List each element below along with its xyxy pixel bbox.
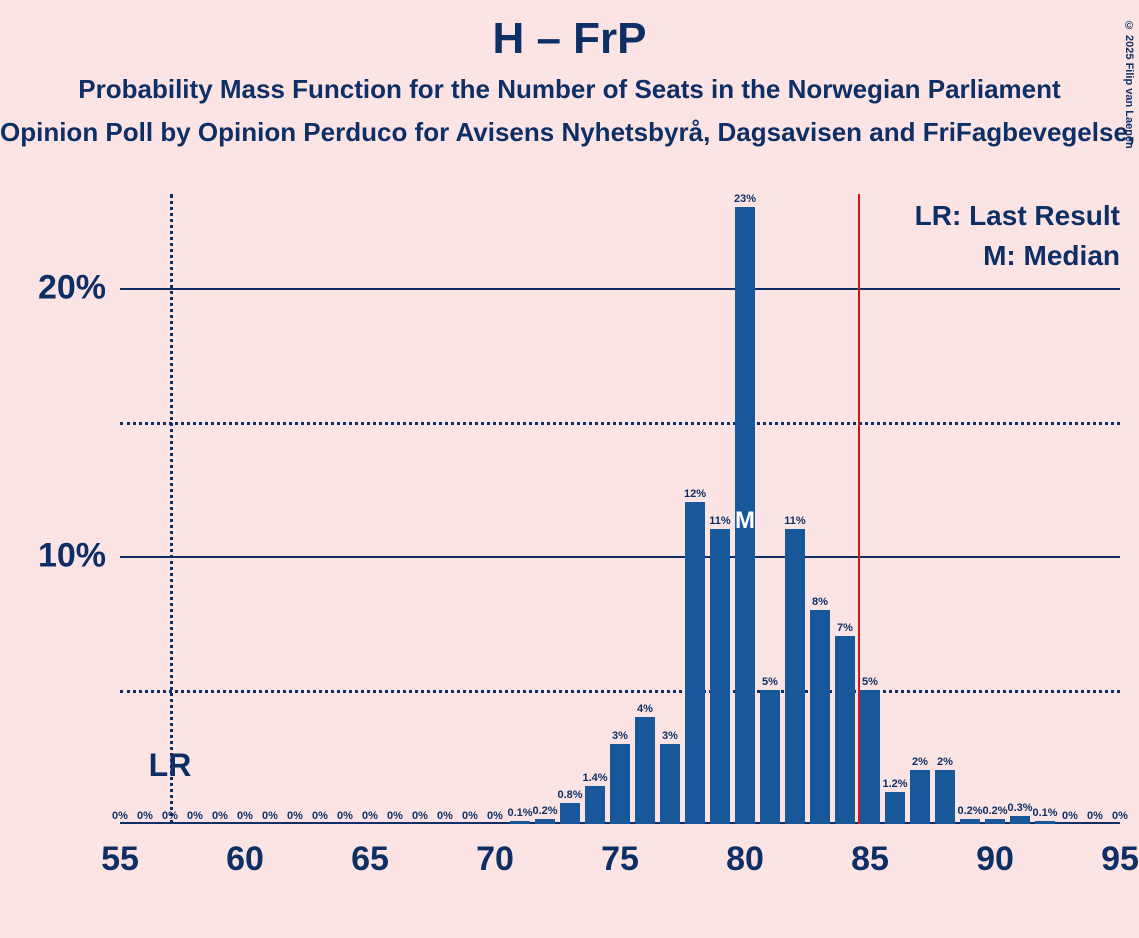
bar-value-label: 0% <box>187 810 203 824</box>
bar-value-label: 11% <box>784 515 805 529</box>
bar: 2% <box>910 770 930 824</box>
gridline <box>120 556 1120 558</box>
last-result-label: LR <box>149 747 192 784</box>
bar-value-label: 0.1% <box>1032 807 1057 821</box>
y-axis-tick: 20% <box>38 268 120 307</box>
bar-value-label: 5% <box>862 676 878 690</box>
bar-value-label: 0.1% <box>507 807 532 821</box>
bar: 5% <box>760 690 780 824</box>
bar-value-label: 0% <box>487 810 503 824</box>
bar-value-label: 0% <box>412 810 428 824</box>
bar-value-label: 0.2% <box>532 805 557 819</box>
bar-value-label: 7% <box>837 622 853 636</box>
bar-value-label: 0% <box>437 810 453 824</box>
bar-value-label: 3% <box>612 730 628 744</box>
bar: 7% <box>835 636 855 824</box>
chart-plot-area: 10%20%0%0%0%0%0%0%0%0%0%0%0%0%0%0%0%0%0.… <box>120 194 1120 824</box>
bar-value-label: 8% <box>812 596 828 610</box>
bar-value-label: 0% <box>337 810 353 824</box>
bar-value-label: 0.3% <box>1007 802 1032 816</box>
bar-value-label: 0% <box>312 810 328 824</box>
bar-value-label: 0% <box>462 810 478 824</box>
bar: 1.4% <box>585 786 605 824</box>
bar-value-label: 0% <box>137 810 153 824</box>
median-line <box>858 194 860 824</box>
bar-value-label: 0% <box>112 810 128 824</box>
bar: 3% <box>660 744 680 824</box>
copyright-text: © 2025 Filip van Laenen <box>1123 20 1135 149</box>
bar: 8% <box>810 610 830 824</box>
bar-value-label: 1.4% <box>582 772 607 786</box>
gridline <box>120 690 1120 693</box>
bar-value-label: 0% <box>287 810 303 824</box>
y-axis-tick: 10% <box>38 536 120 575</box>
bar-value-label: 23% <box>734 193 756 207</box>
x-axis-tick: 90 <box>976 824 1014 879</box>
bar-value-label: 0% <box>1062 810 1078 824</box>
chart-title: H – FrP <box>0 14 1139 64</box>
legend-m: M: Median <box>915 240 1120 272</box>
x-axis-tick: 60 <box>226 824 264 879</box>
x-axis-tick: 75 <box>601 824 639 879</box>
bar: 12% <box>685 502 705 824</box>
bar-value-label: 11% <box>709 515 730 529</box>
legend: LR: Last Result M: Median <box>915 200 1120 280</box>
bar: 0.2% <box>535 819 555 824</box>
legend-lr: LR: Last Result <box>915 200 1120 232</box>
bar-value-label: 2% <box>937 756 953 770</box>
bar-value-label: 0.8% <box>557 789 582 803</box>
bar-value-label: 0% <box>237 810 253 824</box>
bar: 5% <box>860 690 880 824</box>
x-axis-tick: 80 <box>726 824 764 879</box>
bar-value-label: 1.2% <box>882 778 907 792</box>
bar-value-label: 0% <box>1112 810 1128 824</box>
bar-value-label: 0% <box>362 810 378 824</box>
bar-value-label: 2% <box>912 756 928 770</box>
bar: 0.1% <box>1035 821 1055 824</box>
bar-value-label: 0% <box>162 810 178 824</box>
bar: 2% <box>935 770 955 824</box>
bar-value-label: 4% <box>637 703 653 717</box>
bar: 0.3% <box>1010 816 1030 824</box>
bar: 11% <box>710 529 730 824</box>
bar-value-label: 0% <box>387 810 403 824</box>
x-axis-tick: 65 <box>351 824 389 879</box>
bar-value-label: 0% <box>212 810 228 824</box>
x-axis-tick: 70 <box>476 824 514 879</box>
gridline <box>120 288 1120 290</box>
bar: 1.2% <box>885 792 905 824</box>
bar: 3% <box>610 744 630 824</box>
bar: 4% <box>635 717 655 824</box>
x-axis-tick: 55 <box>101 824 139 879</box>
bar: 11% <box>785 529 805 824</box>
x-axis-tick: 85 <box>851 824 889 879</box>
last-result-line <box>170 194 173 824</box>
chart-subtitle: Probability Mass Function for the Number… <box>0 74 1139 105</box>
bar-value-label: 0.2% <box>982 805 1007 819</box>
bar-value-label: 5% <box>762 676 778 690</box>
bar-value-label: 0% <box>1087 810 1103 824</box>
x-axis-tick: 95 <box>1101 824 1139 879</box>
bar-value-label: 12% <box>684 488 706 502</box>
chart-source: Opinion Poll by Opinion Perduco for Avis… <box>0 117 1139 148</box>
bar-value-label: 0.2% <box>957 805 982 819</box>
bar: 0.8% <box>560 803 580 824</box>
bar-value-label: 0% <box>262 810 278 824</box>
gridline <box>120 422 1120 425</box>
median-marker: M <box>735 507 755 535</box>
bar-value-label: 3% <box>662 730 678 744</box>
